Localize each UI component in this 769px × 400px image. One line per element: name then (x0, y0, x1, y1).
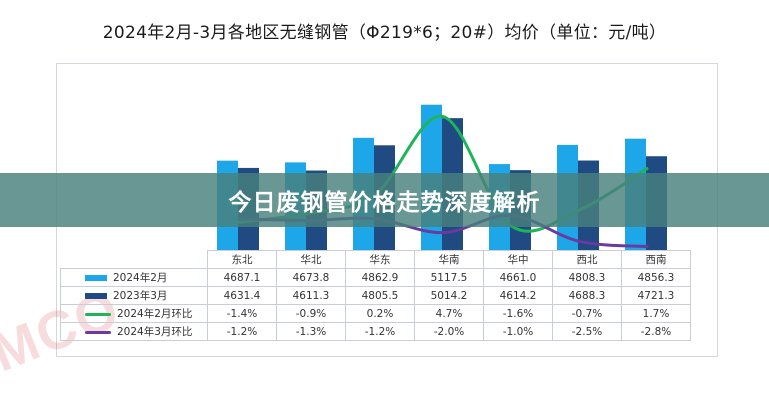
table-corner (60, 250, 208, 269)
legend-label: 2024年3月环比 (117, 326, 193, 338)
data-label: -1.3% (276, 322, 346, 341)
data-label: -2.8% (621, 322, 691, 341)
legend-swatch (85, 275, 107, 281)
legend-swatch (85, 312, 111, 316)
data-label: 4614.2 (483, 286, 553, 305)
legend-entry: 2024年2月环比 (60, 304, 208, 323)
data-label: -1.0% (483, 322, 553, 341)
legend-entry: 2024年3月环比 (60, 322, 208, 341)
data-label: -1.2% (345, 322, 415, 341)
legend-swatch (85, 330, 111, 334)
data-label: -0.9% (276, 304, 346, 323)
data-label: -2.5% (552, 322, 622, 341)
data-label: 5014.2 (414, 286, 484, 305)
category-label: 西南 (621, 250, 691, 269)
table-header-row: 东北 华北 华东 华南 华中 西北 西南 (60, 250, 691, 269)
data-label: 4687.1 (207, 268, 277, 287)
category-label: 华中 (483, 250, 553, 269)
chart-title: 2024年2月-3月各地区无缝钢管（Φ219*6；20#）均价（单位：元/吨） (102, 23, 667, 43)
data-label: 4673.8 (276, 268, 346, 287)
category-label: 东北 (207, 250, 277, 269)
legend-label: 2023年3月 (113, 290, 168, 302)
category-label: 华北 (276, 250, 346, 269)
data-label: 4805.5 (345, 286, 415, 305)
data-label: -1.4% (207, 304, 277, 323)
data-label: 4631.4 (207, 286, 277, 305)
data-label: 4856.3 (621, 268, 691, 287)
table-row: 2023年3月 4631.4 4611.3 4805.5 5014.2 4614.2 468… (60, 286, 691, 305)
category-label: 华南 (414, 250, 484, 269)
data-label: -1.6% (483, 304, 553, 323)
data-label: 0.2% (345, 304, 415, 323)
data-label: -0.7% (552, 304, 622, 323)
data-label: 4862.9 (345, 268, 415, 287)
data-label: -2.0% (414, 322, 484, 341)
legend-entry: 2024年2月 (60, 268, 208, 287)
data-label: 4721.3 (621, 286, 691, 305)
data-label: 4688.3 (552, 286, 622, 305)
table-row: 2024年3月环比 -1.2% -1.3% -1.2% -2.0% -1.0% -2.5% -… (60, 322, 691, 341)
data-label: 4808.3 (552, 268, 622, 287)
legend-label: 2024年2月 (113, 272, 168, 284)
category-label: 华东 (345, 250, 415, 269)
legend-label: 2024年2月环比 (117, 308, 193, 320)
data-label: 4611.3 (276, 286, 346, 305)
data-label: 5117.5 (414, 268, 484, 287)
legend-swatch (85, 293, 107, 299)
legend-entry: 2023年3月 (60, 286, 208, 305)
data-label: 4661.0 (483, 268, 553, 287)
table-row: 2024年2月 4687.1 4673.8 4862.9 5117.5 4661.0 480… (60, 268, 691, 287)
banner-text: 今日废钢管价格走势深度解析 (228, 190, 541, 216)
table-row: 2024年2月环比 -1.4% -0.9% 0.2% 4.7% -1.6% -0.7% 1.7… (60, 304, 691, 323)
data-label: 4.7% (414, 304, 484, 323)
category-label: 西北 (552, 250, 622, 269)
data-table: 东北 华北 华东 华南 华中 西北 西南 2024年2月 4687.1 4673.8 4862.9 5… (60, 250, 691, 341)
data-label: 1.7% (621, 304, 691, 323)
data-label: -1.2% (207, 322, 277, 341)
headline-banner: 今日废钢管价格走势深度解析 (0, 173, 769, 227)
